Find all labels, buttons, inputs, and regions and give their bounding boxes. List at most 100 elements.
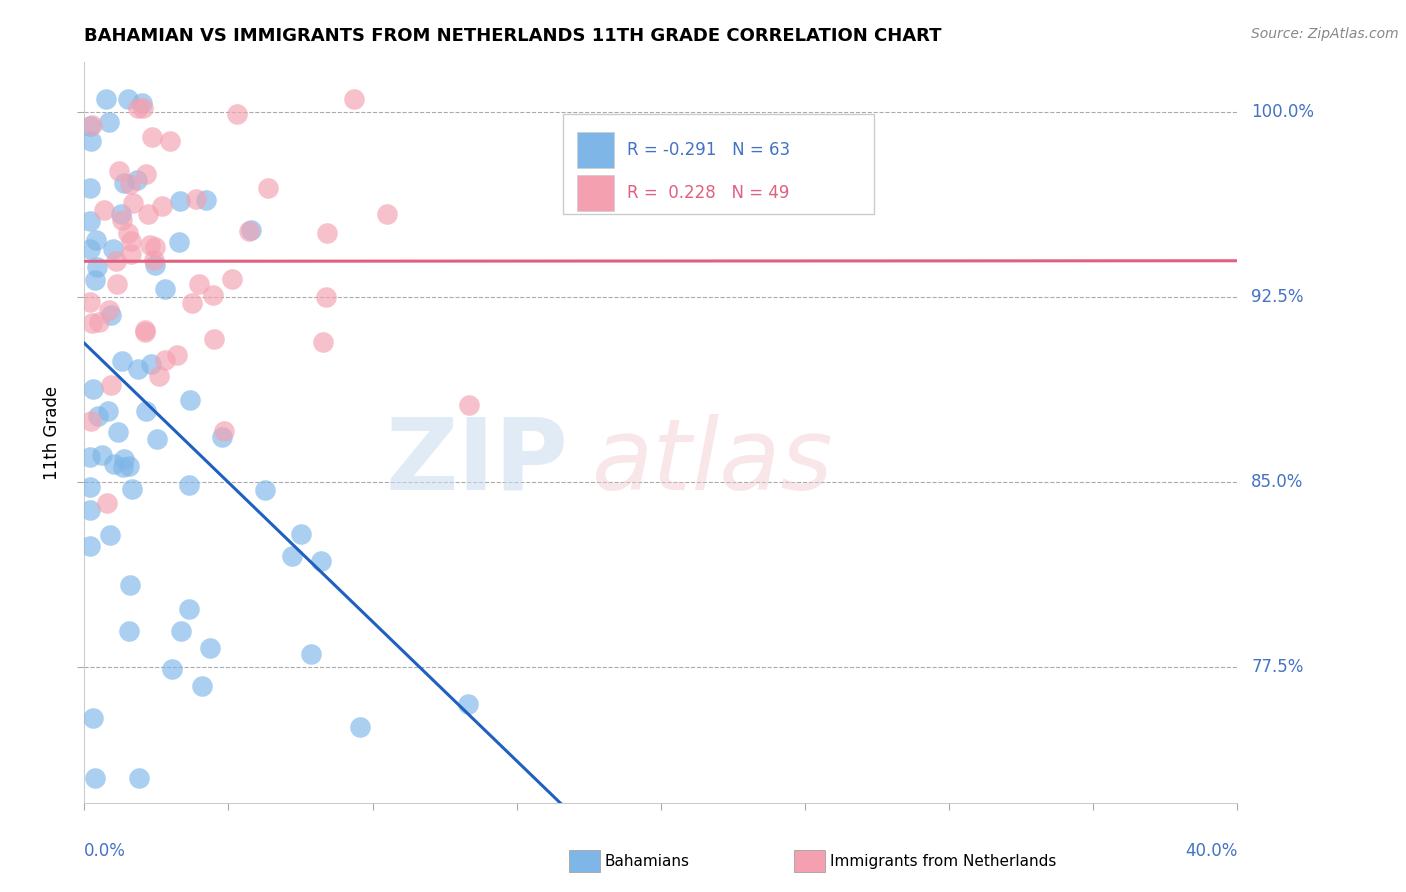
Point [82, 316, 104, 330]
Point [100, 308, 122, 322]
Point [79, 181, 101, 195]
Point [211, 430, 233, 444]
Point [239, 223, 262, 237]
Point [120, 247, 142, 261]
Point [80, 118, 103, 132]
Point [112, 460, 135, 475]
Point [188, 277, 211, 291]
Point [458, 398, 481, 412]
Point [79, 214, 101, 228]
Point [121, 482, 143, 496]
Point [195, 193, 218, 207]
Point [166, 348, 188, 362]
Point [96, 496, 118, 510]
Point [83, 273, 105, 287]
Point [190, 679, 212, 693]
Point [110, 207, 132, 221]
Point [254, 483, 277, 498]
Point [112, 176, 135, 190]
Point [117, 227, 139, 241]
Text: R = -0.291   N = 63: R = -0.291 N = 63 [627, 141, 790, 159]
Point [82, 711, 104, 725]
Point [153, 353, 176, 368]
Point [139, 238, 162, 252]
Point [111, 354, 134, 368]
Point [143, 258, 166, 272]
Text: 100.0%: 100.0% [1251, 103, 1315, 120]
Text: 0.0%: 0.0% [84, 842, 127, 860]
Text: Bahamians: Bahamians [605, 855, 689, 869]
Point [181, 295, 204, 310]
Point [80, 134, 103, 148]
Point [160, 662, 183, 676]
Point [201, 287, 224, 301]
Point [136, 207, 159, 221]
Point [100, 377, 122, 392]
Point [79, 295, 101, 310]
Point [96, 92, 118, 106]
FancyBboxPatch shape [562, 114, 875, 214]
Point [91, 448, 114, 462]
Point [131, 101, 153, 115]
Point [141, 130, 163, 145]
Point [121, 195, 143, 210]
Point [128, 771, 150, 785]
Point [86, 260, 108, 275]
Point [103, 457, 125, 471]
Point [86, 234, 108, 248]
Point [127, 101, 149, 115]
Point [118, 458, 141, 473]
Point [120, 234, 142, 248]
Point [134, 323, 156, 337]
Point [221, 272, 243, 286]
Text: Source: ZipAtlas.com: Source: ZipAtlas.com [1251, 27, 1399, 41]
Point [82, 382, 104, 396]
Point [112, 451, 135, 466]
Point [79, 480, 101, 494]
Point [150, 199, 173, 213]
Point [120, 578, 142, 592]
Point [127, 362, 149, 376]
Point [93, 203, 115, 218]
Point [134, 325, 156, 339]
Text: Immigrants from Netherlands: Immigrants from Netherlands [830, 855, 1056, 869]
Text: 77.5%: 77.5% [1251, 658, 1303, 676]
Point [226, 107, 249, 121]
Point [257, 180, 280, 194]
Point [281, 549, 304, 563]
Point [143, 240, 166, 254]
Point [98, 115, 121, 129]
Point [120, 177, 142, 191]
Point [79, 242, 101, 256]
Point [343, 92, 366, 106]
Point [159, 134, 181, 148]
Point [312, 335, 335, 350]
Point [148, 368, 170, 383]
Point [299, 647, 322, 661]
Point [117, 92, 139, 106]
Point [79, 539, 101, 553]
Point [118, 624, 141, 638]
Point [84, 771, 107, 785]
Point [309, 554, 332, 568]
Point [80, 413, 103, 427]
Text: 92.5%: 92.5% [1251, 288, 1303, 306]
Text: atlas: atlas [592, 414, 834, 511]
Point [375, 207, 398, 221]
Point [177, 602, 200, 616]
Point [169, 235, 191, 250]
Point [179, 478, 201, 492]
Point [349, 720, 371, 734]
Point [98, 528, 121, 542]
Point [101, 242, 124, 256]
Point [214, 425, 236, 439]
Point [97, 404, 120, 418]
Point [315, 226, 337, 240]
Text: R =  0.228   N = 49: R = 0.228 N = 49 [627, 184, 790, 202]
Text: ZIP: ZIP [385, 414, 568, 511]
Point [79, 503, 101, 517]
Text: BAHAMIAN VS IMMIGRANTS FROM NETHERLANDS 11TH GRADE CORRELATION CHART: BAHAMIAN VS IMMIGRANTS FROM NETHERLANDS … [84, 27, 942, 45]
Point [143, 252, 166, 267]
Point [179, 392, 201, 407]
Point [135, 404, 157, 418]
